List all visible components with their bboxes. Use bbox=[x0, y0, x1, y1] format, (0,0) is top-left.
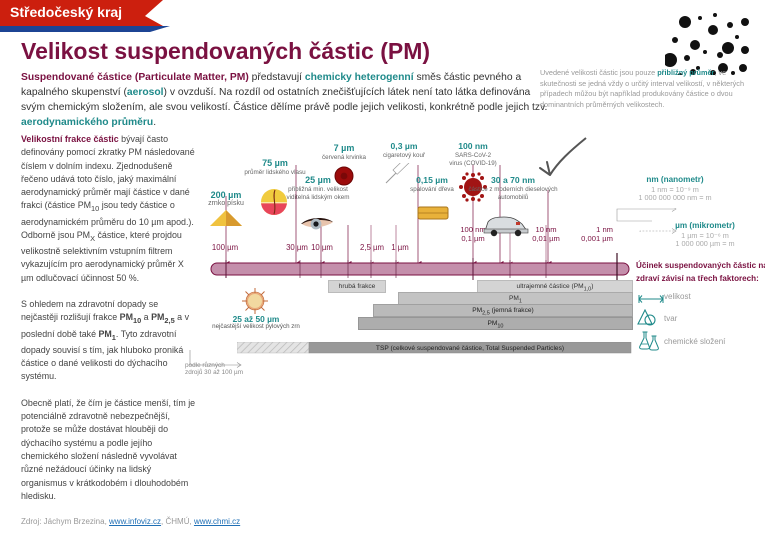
svg-text:TSP (celkové suspendované část: TSP (celkové suspendované částice, Total… bbox=[376, 345, 564, 352]
